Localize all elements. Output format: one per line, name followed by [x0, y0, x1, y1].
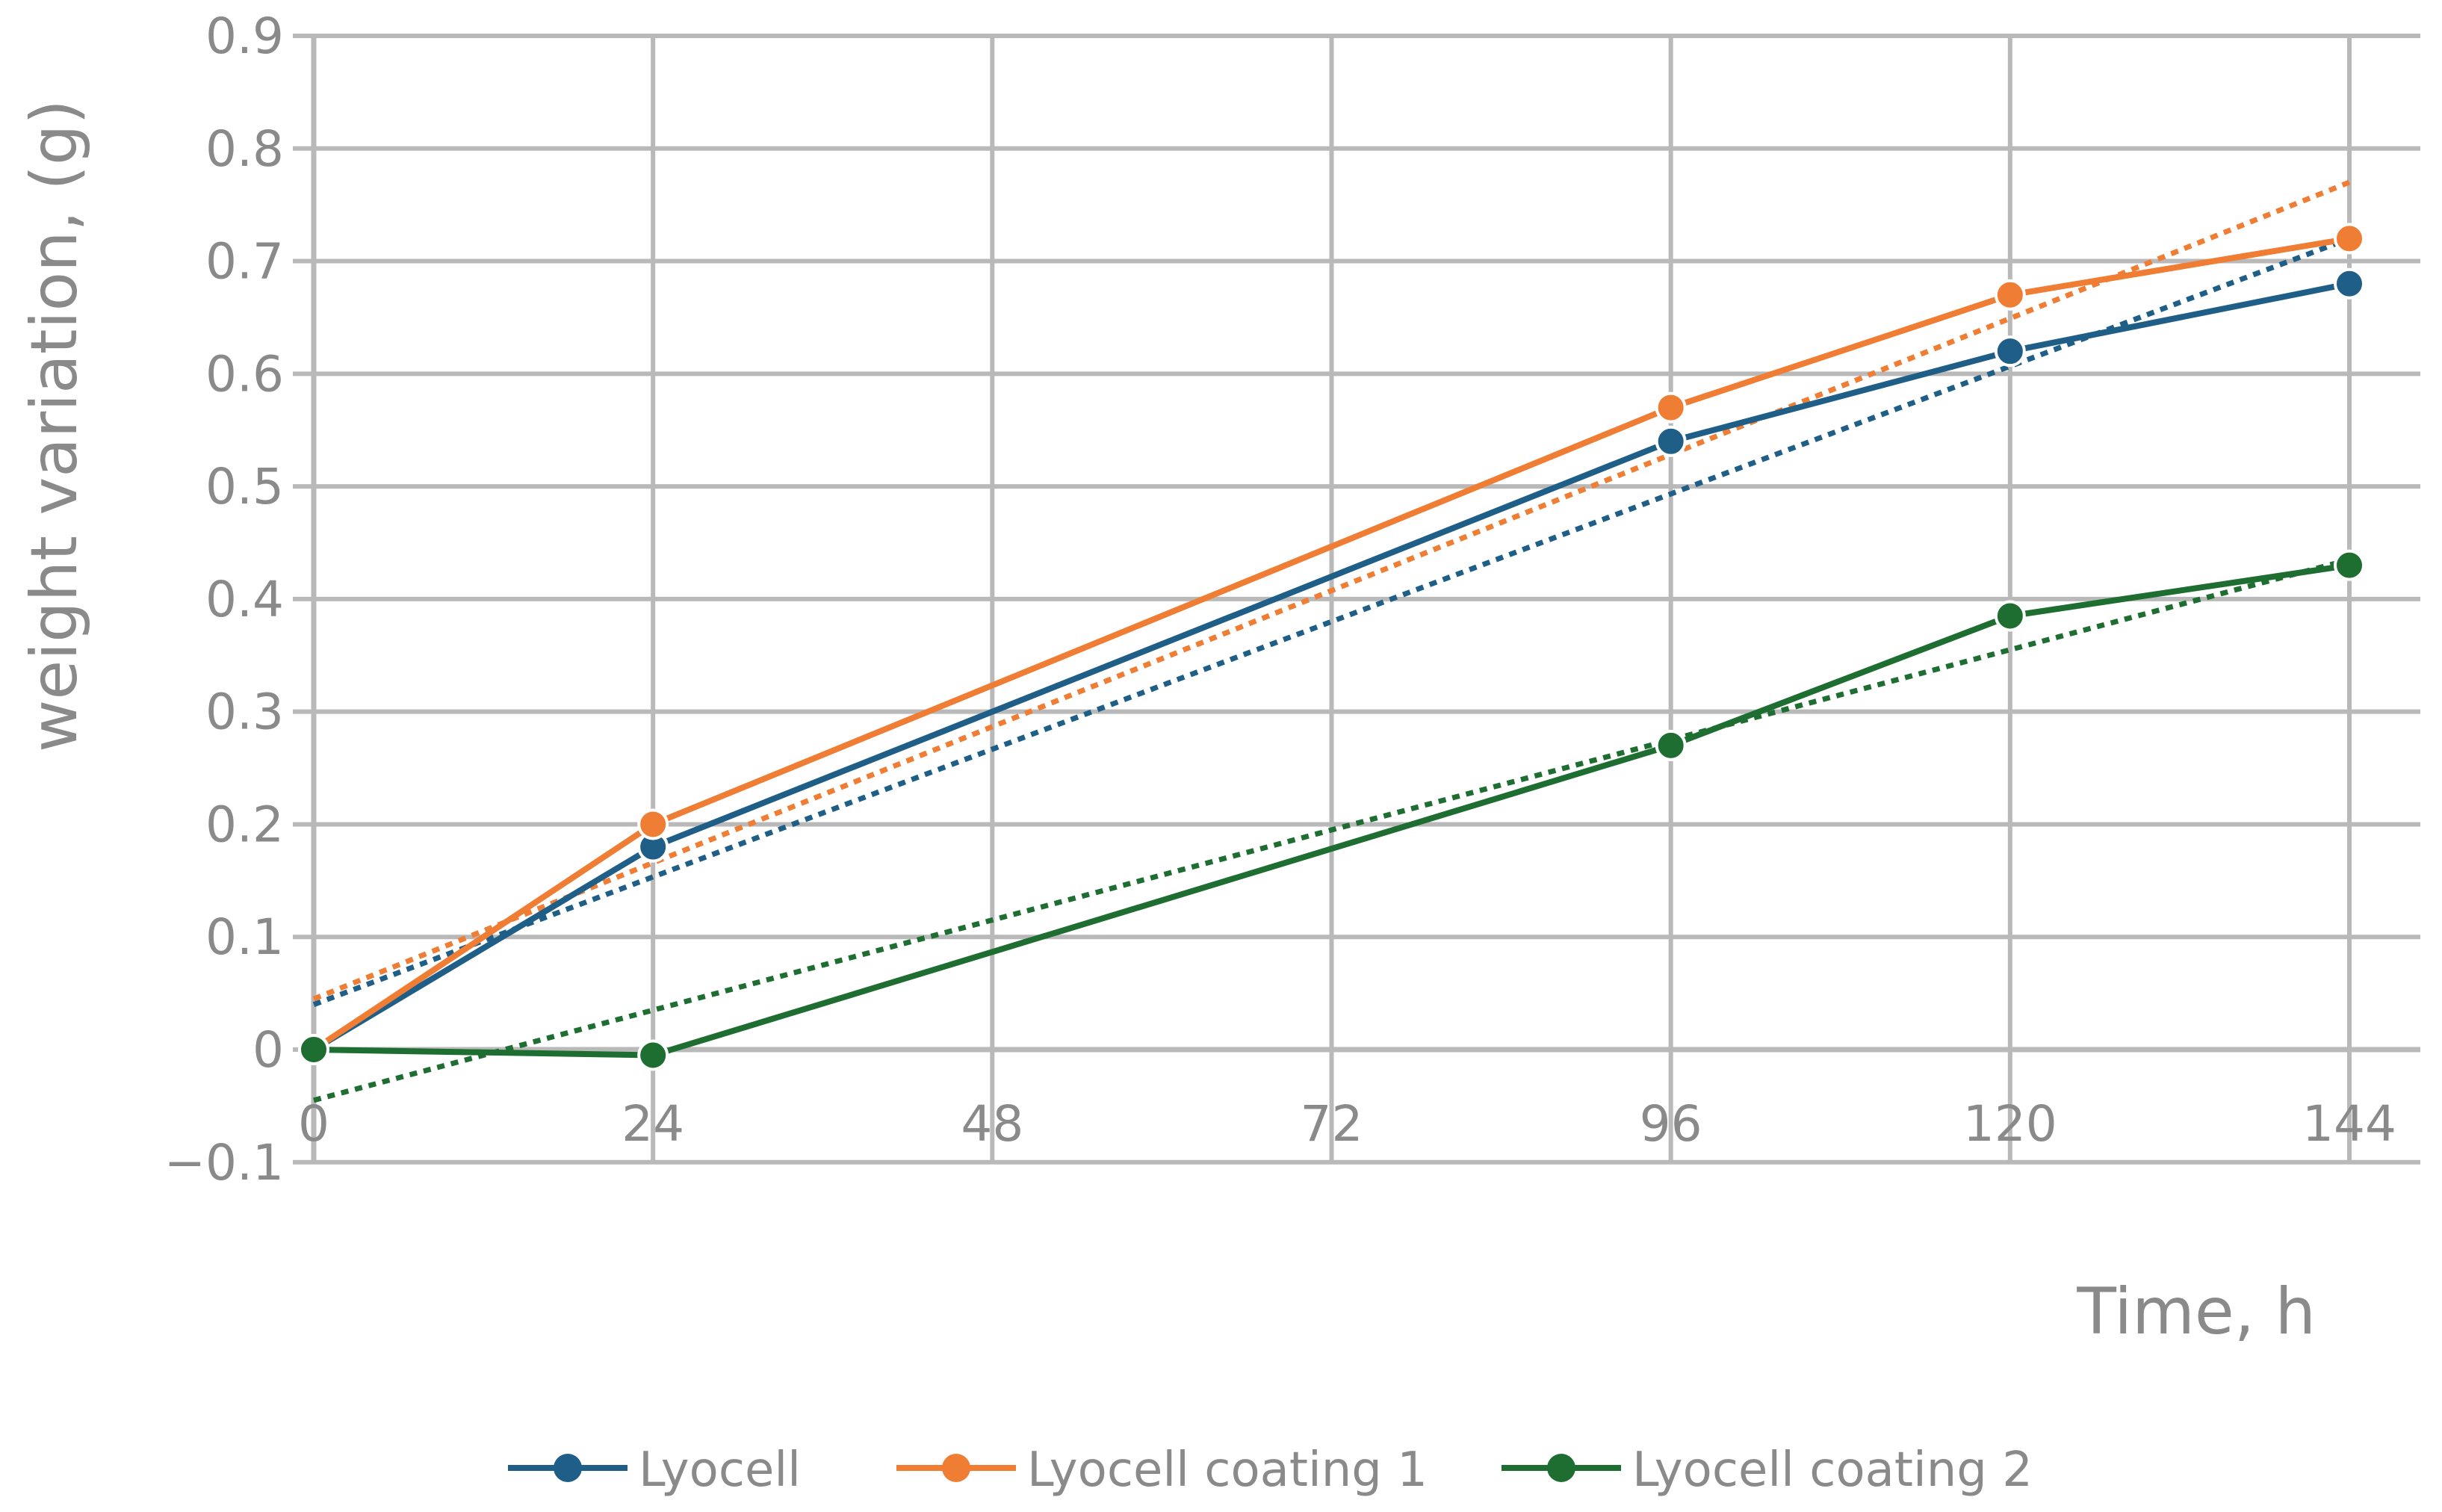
trendline-lyocell-coating-1 — [312, 179, 2351, 1002]
y-tick-label: 0.3 — [205, 684, 284, 741]
legend: Lyocell Lyocell coating 1 Lyocell coating … — [508, 1443, 2033, 1498]
data-point-lyocell-coating-2 — [1994, 600, 2026, 632]
y-tick-label: 0.1 — [205, 908, 284, 966]
legend-marker — [554, 1454, 582, 1482]
data-point-lyocell — [1655, 425, 1687, 457]
y-tick-label: 0.8 — [205, 120, 284, 178]
data-point-lyocell-coating-1 — [1994, 279, 2026, 311]
data-point-lyocell-coating-2 — [298, 1034, 329, 1065]
x-tick-label: 72 — [1301, 1095, 1363, 1153]
legend-item-lyocell-coating-2: Lyocell coating 2 — [1502, 1443, 2033, 1498]
trendline-lyocell-coating-2 — [313, 557, 2350, 1103]
legend-label: Lyocell — [639, 1443, 801, 1498]
data-point-lyocell — [1994, 335, 2026, 368]
data-series — [298, 223, 2365, 1071]
data-point-lyocell — [2334, 267, 2365, 300]
data-point-lyocell-coating-1 — [1655, 391, 1687, 424]
x-tick-label: 144 — [2302, 1095, 2396, 1153]
data-point-lyocell-coating-1 — [2334, 223, 2365, 255]
y-tick-label: 0.9 — [205, 7, 284, 65]
y-tick-label: −0.1 — [164, 1134, 284, 1192]
legend-item-lyocell: Lyocell — [508, 1443, 801, 1498]
y-tick-label: 0.4 — [205, 571, 284, 628]
y-tick-label: 0.7 — [205, 233, 284, 291]
legend-label: Lyocell coating 1 — [1027, 1443, 1428, 1498]
data-point-lyocell-coating-2 — [1655, 729, 1687, 761]
legend-item-lyocell-coating-1: Lyocell coating 1 — [896, 1443, 1428, 1498]
y-tick-label: 0.2 — [205, 796, 284, 853]
y-tick-label: 0.5 — [205, 458, 284, 515]
legend-marker — [1547, 1454, 1575, 1482]
y-axis-title: weight variation, (g) — [17, 99, 92, 752]
y-tick-label: 0 — [252, 1021, 284, 1079]
gridlines — [314, 34, 2420, 1165]
x-tick-labels: 0 24 48 72 96 120 144 — [298, 1095, 2396, 1153]
legend-label: Lyocell coating 2 — [1632, 1443, 2033, 1498]
x-tick-label: 96 — [1640, 1095, 1702, 1153]
data-point-lyocell-coating-2 — [2334, 549, 2365, 581]
x-tick-label: 24 — [622, 1095, 684, 1153]
data-point-lyocell-coating-2 — [637, 1039, 669, 1071]
trendlines — [312, 179, 2351, 1103]
x-axis-title: Time, h — [2076, 1274, 2316, 1349]
y-tick-label: 0.6 — [205, 345, 284, 403]
legend-marker — [942, 1454, 970, 1482]
x-tick-label: 0 — [298, 1095, 329, 1153]
data-point-lyocell-coating-1 — [637, 808, 669, 840]
x-tick-label: 120 — [1963, 1095, 2057, 1153]
y-tick-labels: 0.9 0.8 0.7 0.6 0.5 0.4 0.3 0.2 0.1 0 −0.1 — [164, 7, 284, 1192]
x-tick-label: 48 — [961, 1095, 1023, 1153]
